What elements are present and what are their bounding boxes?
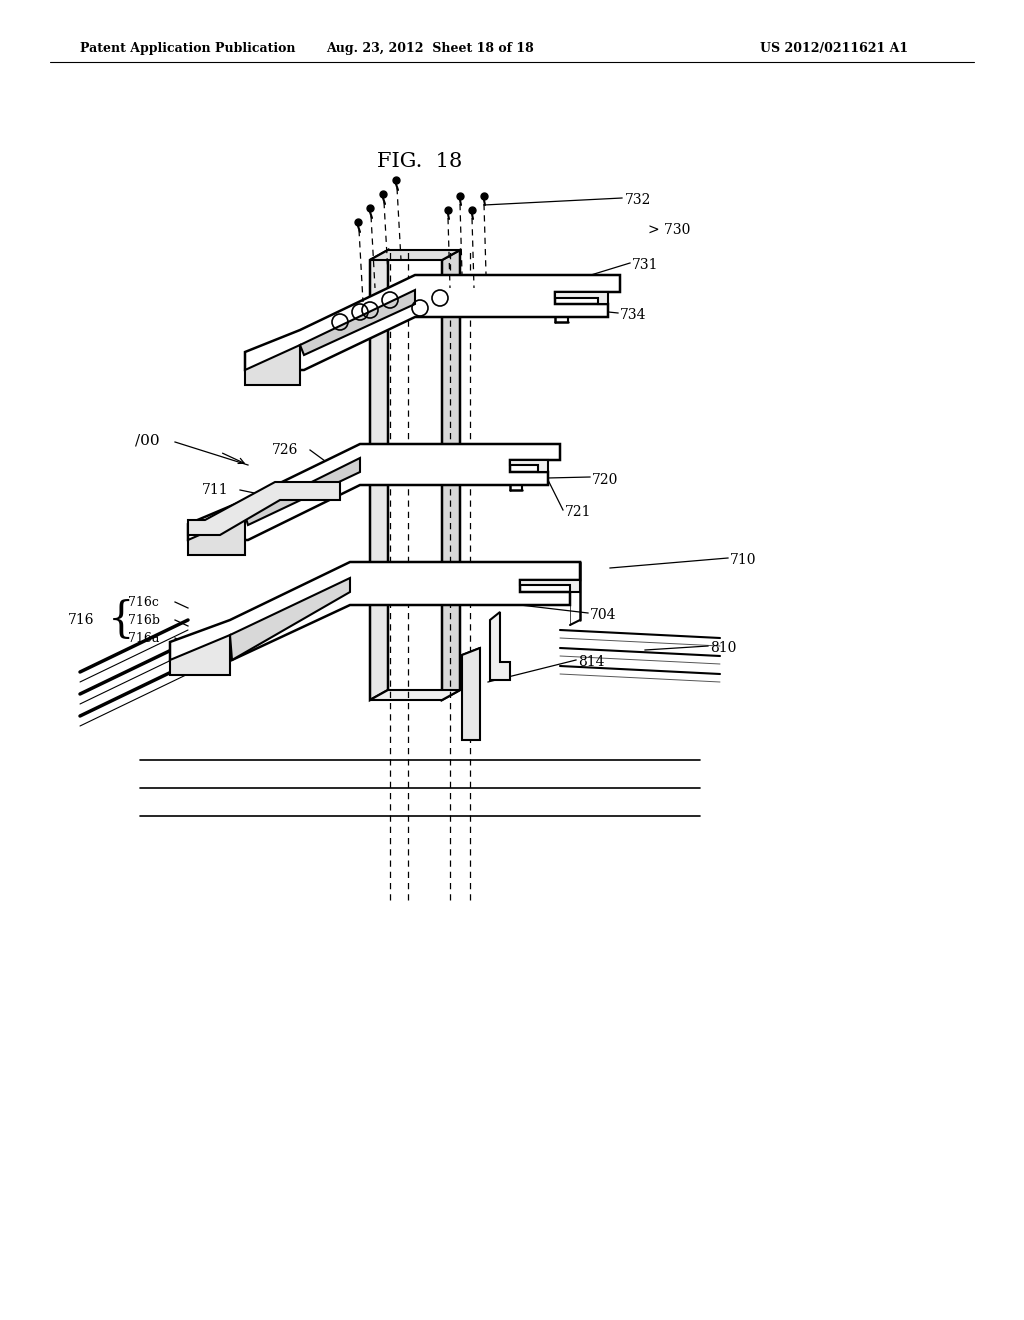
Text: 732: 732: [625, 193, 651, 207]
Polygon shape: [170, 562, 580, 660]
Text: 720: 720: [592, 473, 618, 487]
Text: 710: 710: [730, 553, 757, 568]
Text: Patent Application Publication: Patent Application Publication: [80, 42, 296, 55]
Text: 716c: 716c: [128, 595, 159, 609]
Polygon shape: [370, 690, 460, 700]
Text: 814: 814: [578, 655, 604, 669]
Text: 716b: 716b: [128, 614, 160, 627]
Polygon shape: [300, 290, 415, 355]
Polygon shape: [245, 458, 360, 525]
Polygon shape: [170, 635, 230, 675]
Text: 731: 731: [632, 257, 658, 272]
Polygon shape: [462, 648, 480, 741]
Text: 810: 810: [710, 642, 736, 655]
Polygon shape: [490, 612, 510, 680]
Polygon shape: [370, 249, 388, 700]
Text: 716a: 716a: [128, 631, 160, 644]
Text: 711: 711: [202, 483, 228, 498]
Text: US 2012/0211621 A1: US 2012/0211621 A1: [760, 42, 908, 55]
Text: 716: 716: [68, 612, 94, 627]
Polygon shape: [188, 482, 340, 535]
Polygon shape: [520, 579, 580, 591]
Polygon shape: [245, 275, 620, 370]
Polygon shape: [555, 292, 608, 304]
Polygon shape: [370, 249, 460, 260]
Text: 734: 734: [620, 308, 646, 322]
Polygon shape: [442, 249, 460, 700]
Text: > 730: > 730: [648, 223, 690, 238]
Polygon shape: [230, 578, 350, 660]
Text: FIG.  18: FIG. 18: [378, 152, 463, 172]
Polygon shape: [188, 515, 245, 554]
Text: /00: /00: [135, 433, 160, 447]
Text: 721: 721: [565, 506, 592, 519]
Text: 726: 726: [272, 444, 298, 457]
Polygon shape: [510, 459, 548, 473]
Text: Aug. 23, 2012  Sheet 18 of 18: Aug. 23, 2012 Sheet 18 of 18: [326, 42, 534, 55]
Text: {: {: [108, 599, 134, 642]
Polygon shape: [245, 345, 300, 385]
Text: 704: 704: [590, 609, 616, 622]
Polygon shape: [188, 444, 560, 540]
